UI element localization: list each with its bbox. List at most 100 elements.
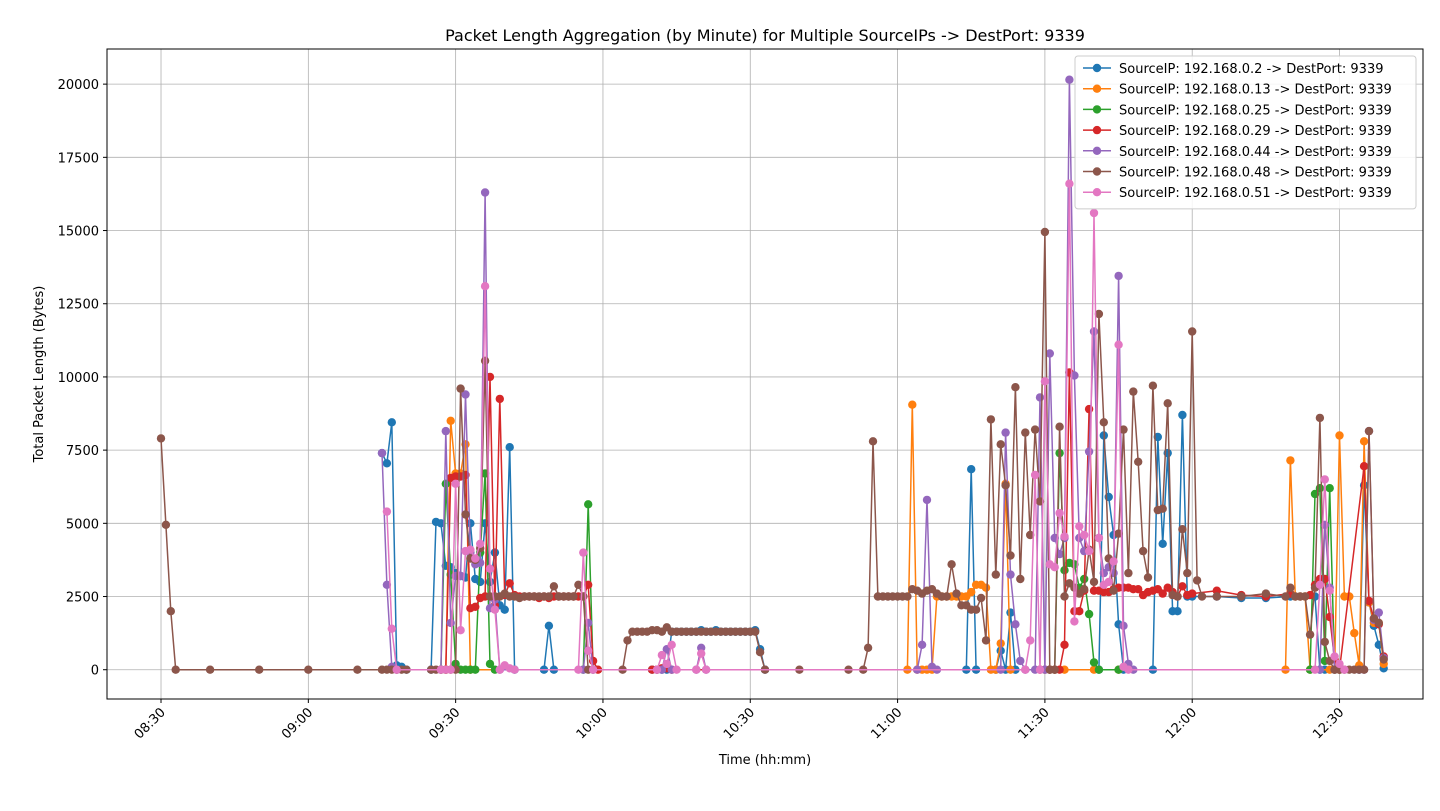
data-point	[1109, 586, 1118, 595]
x-tick-label: 09:00	[279, 705, 316, 742]
y-tick-label: 15000	[58, 225, 99, 240]
data-point	[584, 646, 593, 655]
data-point	[382, 459, 392, 468]
data-point	[461, 510, 470, 519]
data-point	[697, 649, 706, 658]
legend-item: SourceIP: 192.168.0.29 -> DestPort: 9339	[1083, 124, 1392, 139]
legend-item: SourceIP: 192.168.0.44 -> DestPort: 9339	[1083, 145, 1392, 160]
data-point	[446, 665, 455, 674]
y-tick-label: 10000	[58, 371, 99, 386]
data-point	[1089, 327, 1099, 336]
data-point	[1286, 583, 1295, 592]
data-point	[466, 519, 475, 528]
data-point	[1080, 530, 1089, 540]
data-point	[1325, 484, 1334, 493]
data-point	[161, 520, 171, 529]
data-point	[917, 640, 927, 649]
data-point	[471, 665, 480, 674]
data-point	[579, 548, 588, 557]
x-axis-title: Time (hh:mm)	[718, 753, 811, 768]
data-point	[1374, 618, 1384, 628]
x-tick-label: 08:30	[132, 705, 169, 742]
data-point	[549, 582, 559, 591]
data-point	[1070, 617, 1079, 626]
data-point	[471, 602, 480, 611]
data-point	[1364, 426, 1374, 436]
data-point	[1065, 75, 1074, 84]
x-tick-label: 11:00	[868, 705, 905, 742]
data-point	[967, 587, 976, 597]
data-point	[1335, 431, 1344, 440]
data-point	[1212, 586, 1222, 595]
series-2	[441, 400, 1388, 674]
legend-marker	[1092, 84, 1102, 93]
data-point	[1183, 568, 1192, 578]
data-point	[652, 665, 662, 674]
legend-label: SourceIP: 192.168.0.29 -> DestPort: 9339	[1119, 124, 1392, 139]
data-point	[584, 580, 593, 589]
data-point	[1001, 428, 1010, 437]
data-point	[1178, 525, 1187, 534]
series-line	[160, 231, 1385, 671]
data-point	[1030, 425, 1040, 434]
x-tick-label: 11:30	[1016, 705, 1053, 742]
data-point	[480, 356, 490, 365]
data-point	[1084, 609, 1094, 619]
data-point	[1109, 557, 1118, 566]
legend-item: SourceIP: 192.168.0.2 -> DestPort: 9339	[1083, 62, 1384, 77]
data-point	[1011, 383, 1020, 392]
data-point	[387, 418, 396, 427]
plot-frame	[106, 48, 1424, 700]
data-point	[1094, 309, 1104, 319]
data-point	[1021, 428, 1030, 437]
data-point	[1006, 551, 1015, 560]
data-point	[1300, 592, 1310, 601]
data-point	[1158, 589, 1167, 598]
data-point	[967, 465, 976, 474]
data-point	[304, 665, 313, 674]
data-point	[255, 665, 264, 674]
y-tick-label: 20000	[58, 78, 99, 93]
legend-box	[1074, 55, 1417, 210]
data-point	[1192, 576, 1202, 585]
data-point	[490, 548, 500, 557]
data-point	[692, 665, 701, 674]
data-point	[1359, 437, 1369, 446]
data-point	[1173, 592, 1182, 601]
data-point	[1188, 589, 1197, 598]
data-point	[947, 560, 956, 569]
data-point	[1084, 546, 1094, 556]
series-3	[436, 448, 1344, 674]
data-point	[1345, 592, 1354, 601]
data-point	[1325, 612, 1334, 622]
data-point	[903, 592, 912, 601]
data-point	[480, 282, 490, 291]
data-point	[1001, 481, 1010, 490]
data-point	[1075, 607, 1084, 616]
legend-item: SourceIP: 192.168.0.25 -> DestPort: 9339	[1083, 103, 1392, 118]
data-point	[1094, 665, 1104, 674]
y-tick-label: 0	[91, 664, 99, 679]
data-point	[1310, 665, 1320, 674]
data-point	[1350, 628, 1359, 638]
legend-item: SourceIP: 192.168.0.48 -> DestPort: 9339	[1083, 166, 1392, 181]
data-point	[863, 643, 873, 652]
data-point	[1006, 570, 1015, 579]
legend-label: SourceIP: 192.168.0.44 -> DestPort: 9339	[1119, 145, 1392, 160]
data-point	[500, 605, 509, 614]
data-point	[485, 564, 495, 573]
data-point	[1212, 592, 1222, 601]
data-point	[544, 592, 554, 601]
data-point	[672, 665, 681, 674]
data-point	[991, 570, 1000, 579]
data-point	[1114, 271, 1123, 281]
data-point	[387, 624, 396, 633]
data-point	[1055, 508, 1064, 518]
data-point	[1060, 532, 1069, 541]
data-point	[667, 640, 676, 649]
data-point	[1021, 665, 1030, 674]
data-point	[1030, 470, 1040, 480]
data-point	[446, 416, 455, 425]
data-point	[1055, 422, 1064, 431]
